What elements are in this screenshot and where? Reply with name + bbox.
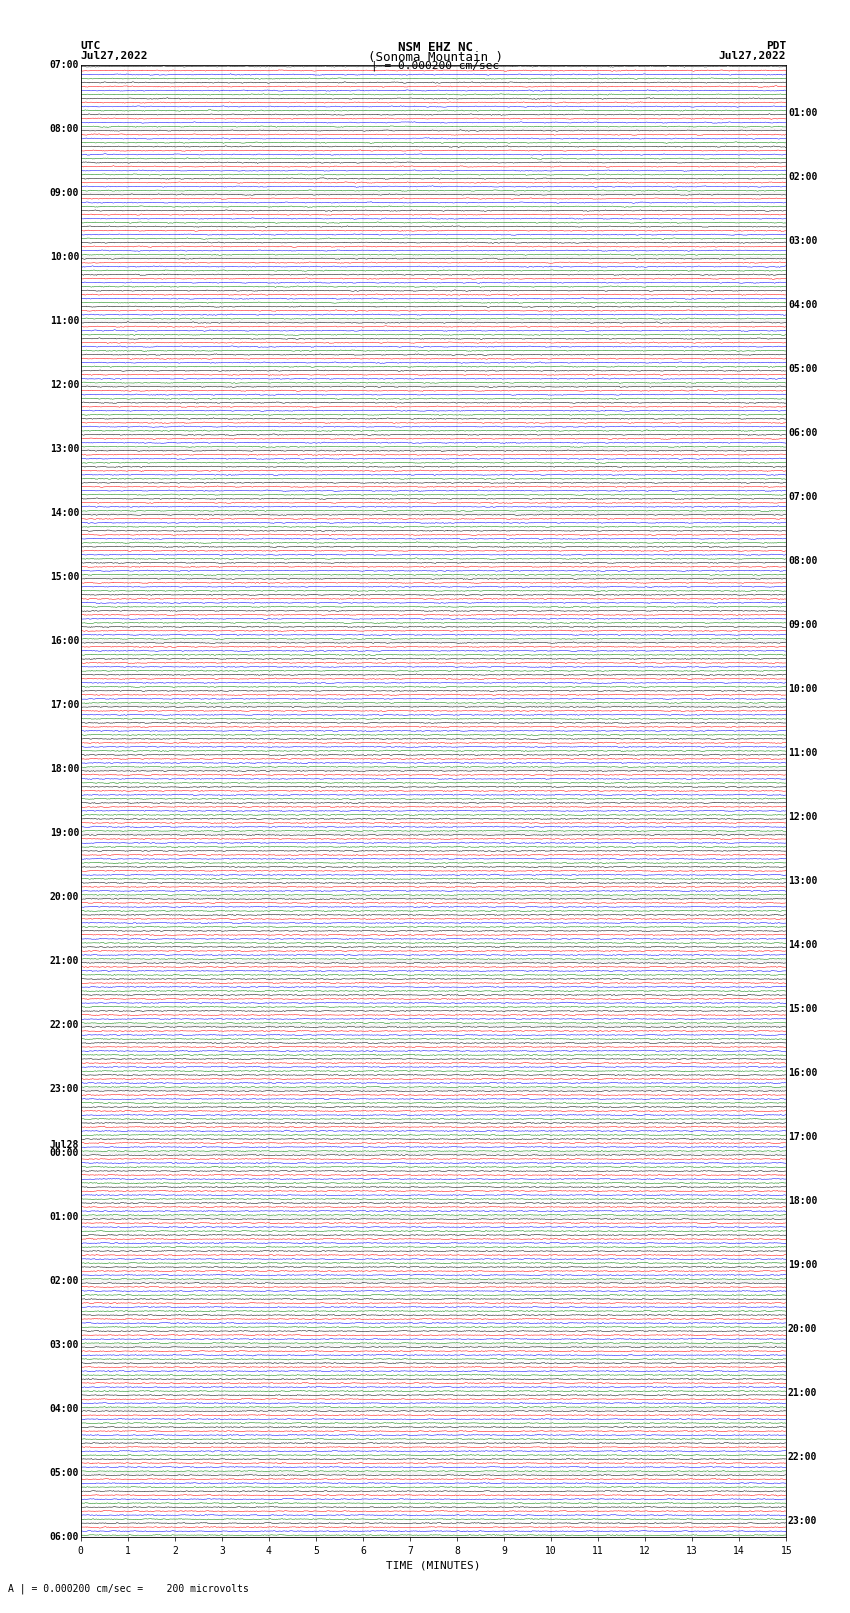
Text: 06:00: 06:00 <box>788 427 818 437</box>
Text: 16:00: 16:00 <box>788 1068 818 1077</box>
Text: 07:00: 07:00 <box>788 492 818 502</box>
Text: (Sonoma Mountain ): (Sonoma Mountain ) <box>368 50 502 65</box>
Text: 10:00: 10:00 <box>788 684 818 694</box>
Text: 22:00: 22:00 <box>788 1452 818 1461</box>
Text: 12:00: 12:00 <box>49 379 79 390</box>
Text: 19:00: 19:00 <box>49 827 79 837</box>
X-axis label: TIME (MINUTES): TIME (MINUTES) <box>386 1560 481 1571</box>
Text: 16:00: 16:00 <box>49 636 79 645</box>
Text: 21:00: 21:00 <box>49 957 79 966</box>
Text: 13:00: 13:00 <box>49 444 79 453</box>
Text: 04:00: 04:00 <box>49 1405 79 1415</box>
Text: 08:00: 08:00 <box>49 124 79 134</box>
Text: 23:00: 23:00 <box>49 1084 79 1094</box>
Text: 14:00: 14:00 <box>49 508 79 518</box>
Text: 08:00: 08:00 <box>788 556 818 566</box>
Text: 06:00: 06:00 <box>49 1532 79 1542</box>
Text: 15:00: 15:00 <box>788 1003 818 1015</box>
Text: 05:00: 05:00 <box>788 363 818 374</box>
Text: UTC: UTC <box>81 40 101 52</box>
Text: 09:00: 09:00 <box>49 187 79 197</box>
Text: A | = 0.000200 cm/sec =    200 microvolts: A | = 0.000200 cm/sec = 200 microvolts <box>8 1582 249 1594</box>
Text: 18:00: 18:00 <box>49 765 79 774</box>
Text: 09:00: 09:00 <box>788 619 818 629</box>
Text: 23:00: 23:00 <box>788 1516 818 1526</box>
Text: Jul28: Jul28 <box>49 1140 79 1150</box>
Text: 00:00: 00:00 <box>49 1148 79 1158</box>
Text: 18:00: 18:00 <box>788 1195 818 1207</box>
Text: 19:00: 19:00 <box>788 1260 818 1269</box>
Text: 03:00: 03:00 <box>788 235 818 245</box>
Text: | = 0.000200 cm/sec: | = 0.000200 cm/sec <box>371 60 499 71</box>
Text: 11:00: 11:00 <box>49 316 79 326</box>
Text: 11:00: 11:00 <box>788 748 818 758</box>
Text: 20:00: 20:00 <box>49 892 79 902</box>
Text: 22:00: 22:00 <box>49 1019 79 1031</box>
Text: Jul27,2022: Jul27,2022 <box>719 50 786 61</box>
Text: 17:00: 17:00 <box>788 1132 818 1142</box>
Text: 03:00: 03:00 <box>49 1340 79 1350</box>
Text: 01:00: 01:00 <box>788 108 818 118</box>
Text: 04:00: 04:00 <box>788 300 818 310</box>
Text: 14:00: 14:00 <box>788 940 818 950</box>
Text: 05:00: 05:00 <box>49 1468 79 1478</box>
Text: NSM EHZ NC: NSM EHZ NC <box>398 40 473 55</box>
Text: 02:00: 02:00 <box>788 171 818 182</box>
Text: 20:00: 20:00 <box>788 1324 818 1334</box>
Text: 21:00: 21:00 <box>788 1389 818 1398</box>
Text: 01:00: 01:00 <box>49 1211 79 1223</box>
Text: 17:00: 17:00 <box>49 700 79 710</box>
Text: 15:00: 15:00 <box>49 571 79 582</box>
Text: PDT: PDT <box>766 40 786 52</box>
Text: Jul27,2022: Jul27,2022 <box>81 50 148 61</box>
Text: 10:00: 10:00 <box>49 252 79 261</box>
Text: 07:00: 07:00 <box>49 60 79 69</box>
Text: 02:00: 02:00 <box>49 1276 79 1286</box>
Text: 13:00: 13:00 <box>788 876 818 886</box>
Text: 12:00: 12:00 <box>788 811 818 823</box>
